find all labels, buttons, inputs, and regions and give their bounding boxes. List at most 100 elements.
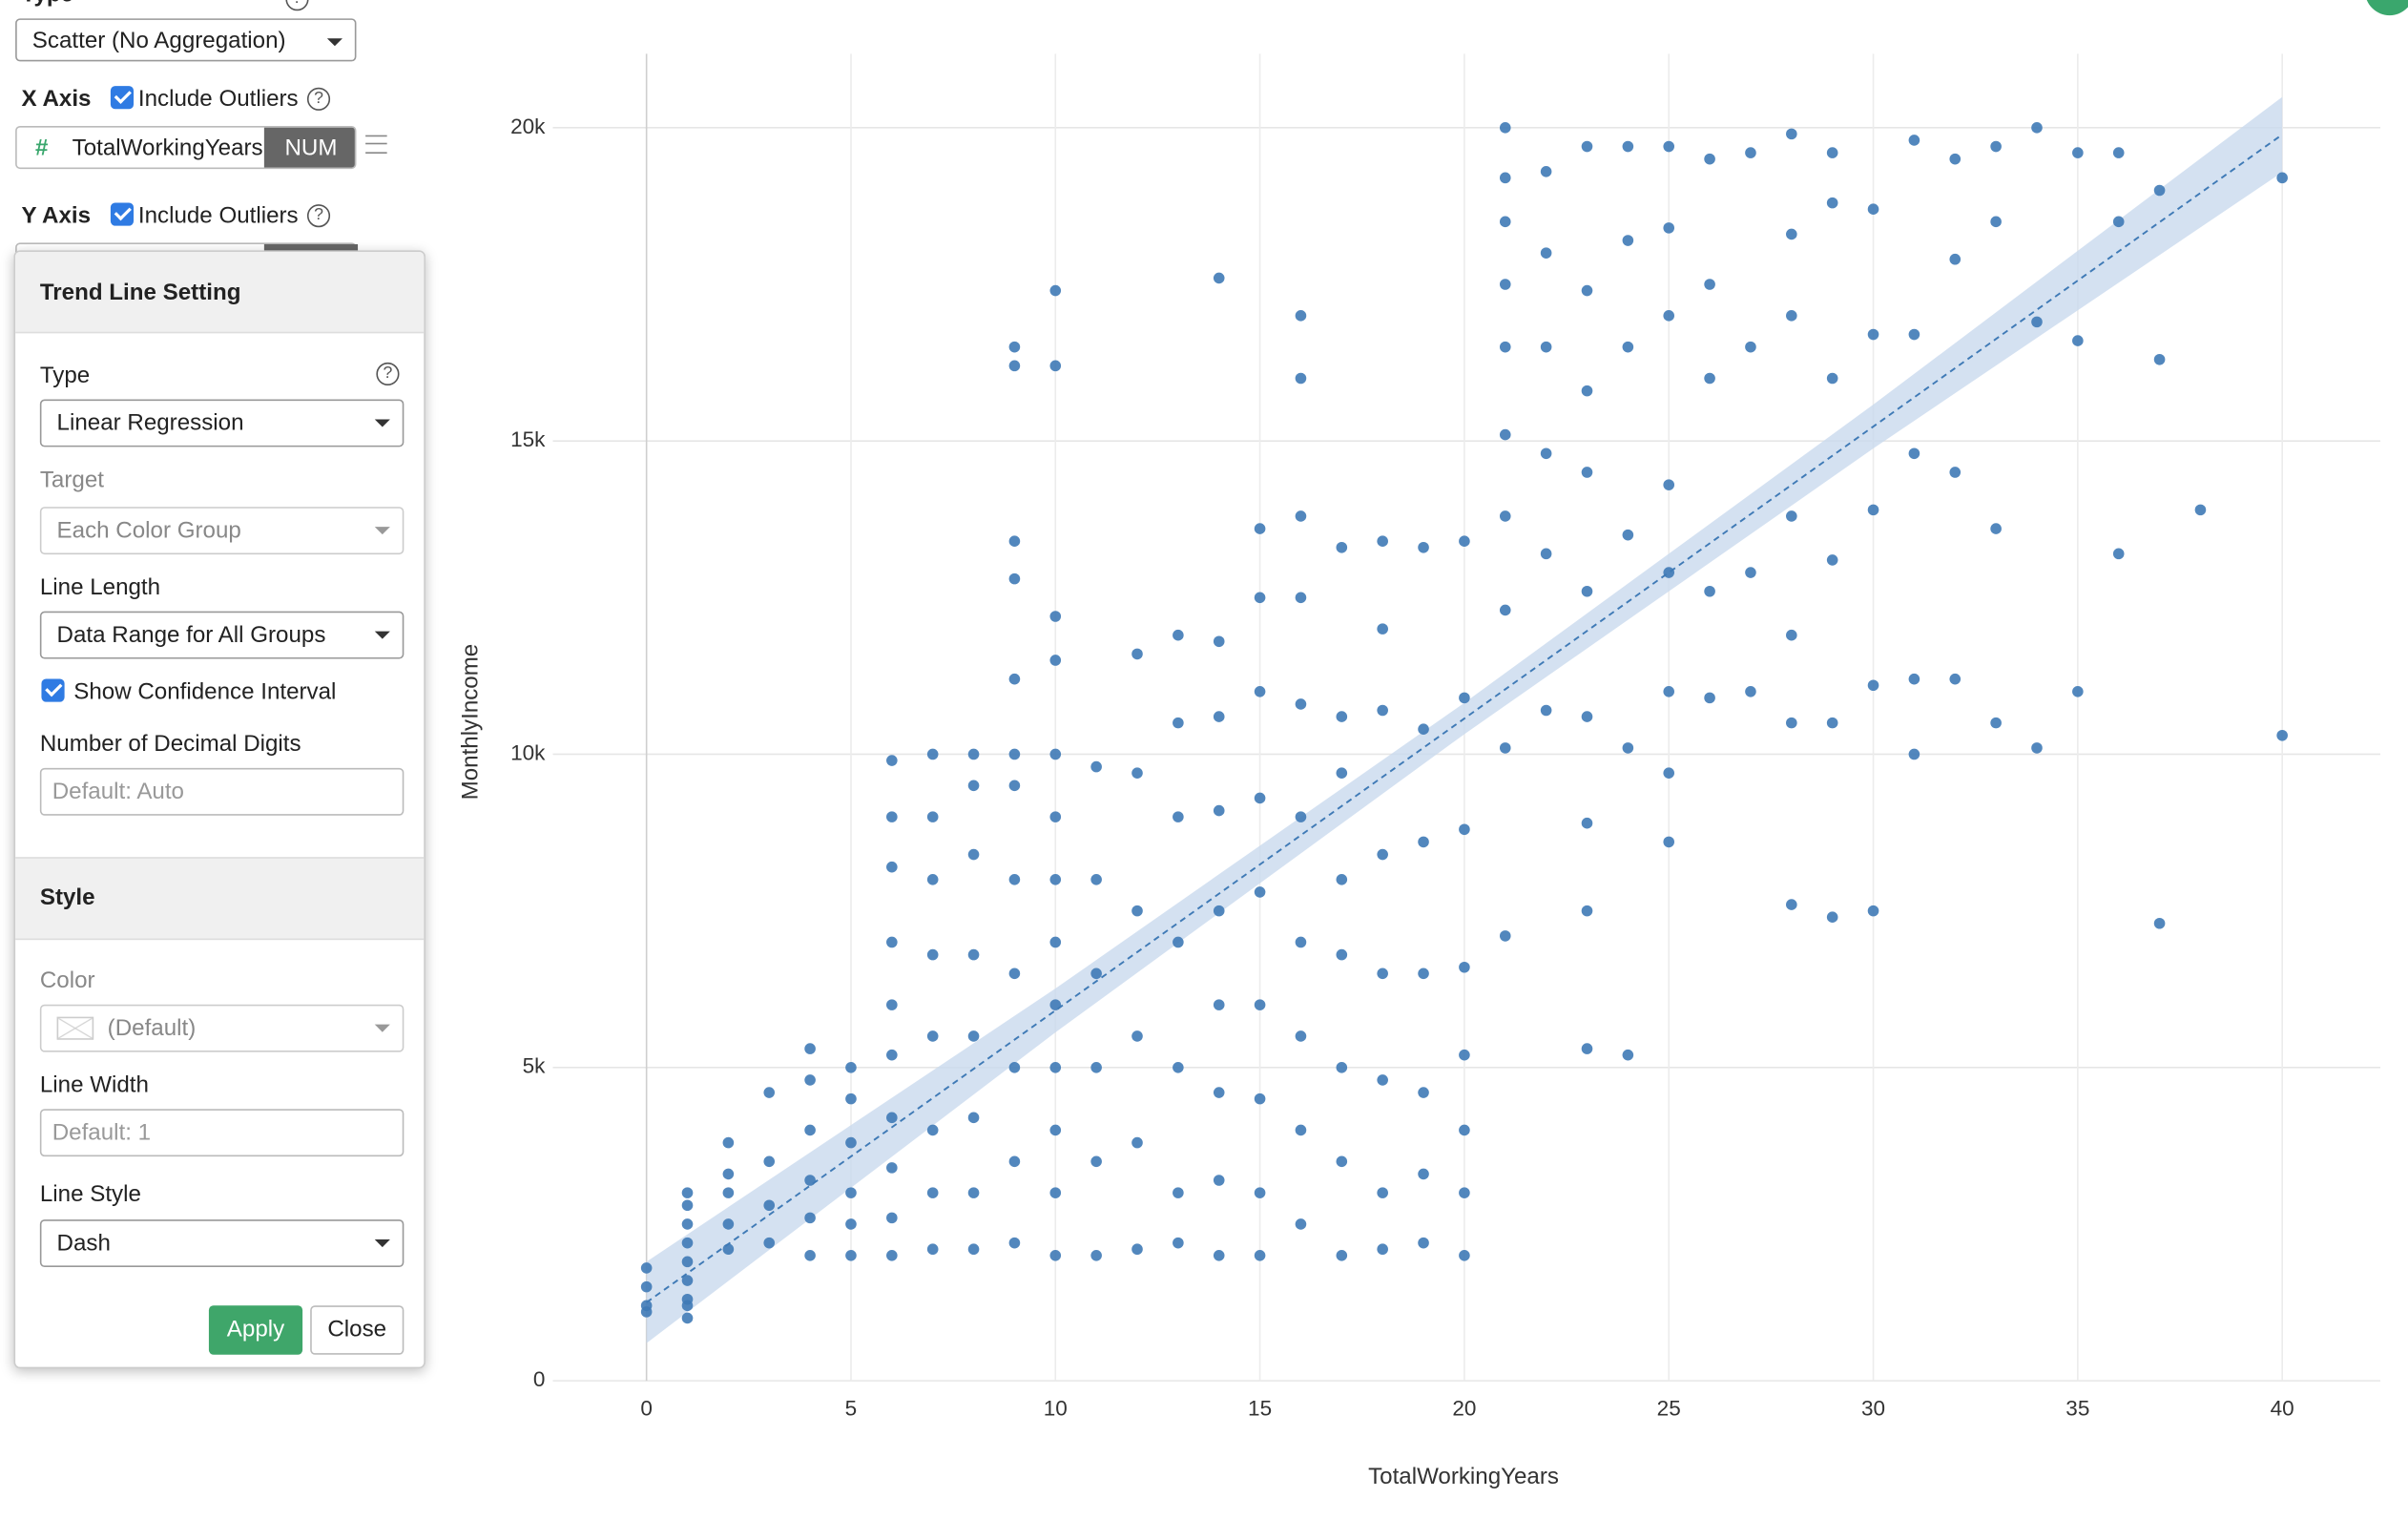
type-label: Type: [22, 0, 74, 8]
data-point: [926, 948, 939, 961]
help-icon[interactable]: ?: [306, 204, 331, 228]
data-point: [1540, 341, 1552, 353]
line-style-select[interactable]: Dash: [39, 1219, 405, 1268]
data-point: [1090, 874, 1102, 885]
data-point: [1049, 1249, 1062, 1261]
data-point: [804, 1249, 816, 1261]
data-point: [1295, 510, 1307, 522]
y-tick-label: 0: [533, 1367, 546, 1391]
data-point: [1704, 692, 1715, 704]
close-button[interactable]: Close: [310, 1305, 405, 1355]
data-point: [1459, 1187, 1470, 1198]
data-point: [1867, 203, 1879, 215]
data-point: [681, 1218, 694, 1230]
data-point: [722, 1168, 735, 1180]
column-name: TotalWorkingYears: [72, 135, 263, 162]
data-point: [1704, 372, 1715, 385]
data-point: [1418, 968, 1429, 980]
data-point: [886, 1212, 898, 1224]
data-point: [1949, 467, 1962, 478]
data-point: [722, 1218, 735, 1230]
color-select: (Default): [39, 1004, 405, 1052]
data-point: [1704, 279, 1715, 290]
help-icon[interactable]: ?: [376, 362, 400, 386]
checkbox-label: Show Confidence Interval: [73, 678, 337, 705]
data-point: [1867, 679, 1879, 692]
data-point: [1295, 310, 1307, 322]
data-point: [1581, 467, 1593, 478]
data-point: [1213, 1249, 1225, 1261]
data-point: [1418, 723, 1429, 736]
section-header: [15, 857, 425, 941]
data-point: [1499, 341, 1511, 353]
data-point: [1008, 535, 1021, 548]
checkbox[interactable]: [41, 678, 65, 702]
data-point: [967, 748, 980, 760]
data-point: [1213, 905, 1225, 917]
chart-type-select[interactable]: Scatter (No Aggregation): [15, 18, 357, 62]
checkbox[interactable]: [110, 86, 135, 110]
data-point: [1377, 623, 1388, 635]
field-label: Color: [39, 968, 95, 994]
field-label: Target: [39, 467, 104, 493]
data-point: [1459, 961, 1470, 973]
width-input[interactable]: Default: 1: [39, 1109, 405, 1157]
data-point: [1990, 523, 2002, 534]
data-point: [926, 748, 939, 760]
help-icon[interactable]: ?: [306, 87, 331, 111]
data-point: [1908, 328, 1920, 341]
data-point: [1704, 585, 1715, 597]
data-point: [926, 1187, 939, 1198]
data-point: [1173, 717, 1184, 729]
data-point: [1254, 592, 1266, 604]
data-point: [1459, 535, 1470, 548]
placeholder: Default: 1: [52, 1119, 152, 1146]
x-axis-label: X Axis: [21, 86, 92, 113]
data-point: [1377, 1074, 1388, 1086]
data-point: [1786, 128, 1797, 140]
data-point: [1581, 905, 1593, 917]
data-point: [886, 755, 898, 766]
column-chip[interactable]: # TotalWorkingYears NUM: [15, 125, 357, 170]
data-point: [2031, 742, 2043, 754]
data-point: [1336, 541, 1348, 553]
data-point: [1213, 1087, 1225, 1098]
data-point: [1663, 686, 1675, 697]
data-point: [1213, 1175, 1225, 1186]
data-point: [1213, 804, 1225, 817]
target-select: Each Color Group: [39, 507, 405, 555]
apply-button[interactable]: Apply: [208, 1305, 303, 1355]
checkbox[interactable]: [110, 202, 135, 226]
data-point: [1336, 767, 1348, 779]
data-point: [1173, 936, 1184, 948]
confidence-band: [646, 96, 2283, 1343]
data-point: [681, 1237, 694, 1249]
data-point: [886, 1112, 898, 1124]
data-point: [1826, 717, 1838, 729]
trend-type-select[interactable]: Linear Regression: [39, 399, 405, 447]
data-point: [804, 1043, 816, 1054]
line-length-select[interactable]: Data Range for All Groups: [39, 611, 405, 659]
data-point: [681, 1275, 694, 1286]
data-point: [1090, 1062, 1102, 1073]
user-avatar[interactable]: [2365, 0, 2408, 16]
data-point: [1663, 140, 1675, 153]
digits-input[interactable]: Default: Auto: [39, 767, 405, 816]
data-point: [1131, 1030, 1143, 1042]
data-point: [763, 1087, 776, 1098]
field-label: Number of Decimal Digits: [39, 731, 301, 758]
y-tick-label: 15k: [510, 427, 546, 451]
data-point: [1336, 948, 1348, 961]
menu-icon[interactable]: [365, 135, 387, 154]
data-point: [763, 1155, 776, 1168]
data-point: [1049, 1187, 1062, 1198]
x-tick-label: 0: [640, 1397, 653, 1421]
x-tick-label: 35: [2065, 1397, 2089, 1421]
data-point: [1908, 447, 1920, 460]
data-point: [1131, 767, 1143, 779]
data-point: [1499, 510, 1511, 522]
data-point: [640, 1262, 653, 1274]
data-point: [1173, 1187, 1184, 1198]
data-point: [845, 1249, 857, 1261]
